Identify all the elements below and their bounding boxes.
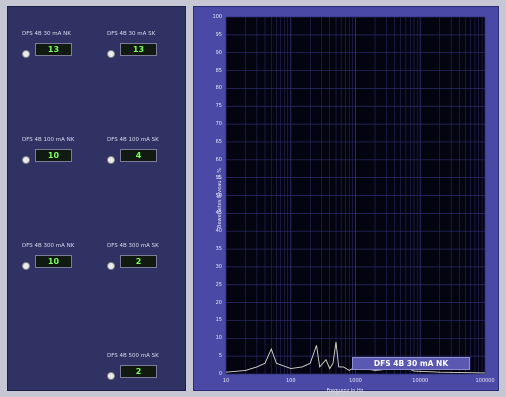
y-tick-label: 50 [215,192,222,199]
display-label: DFS 4B 30 mA SK [107,31,156,37]
y-tick-label: 80 [215,85,222,92]
indicator-led-icon[interactable] [22,262,30,270]
display-label: DFS 4B 100 mA NK [22,137,75,143]
display-label: DFS 4B 300 mA SK [107,243,159,249]
x-tick-label: 100000 [475,378,495,384]
chart-title: DFS 4B 30 mA NK [352,357,470,370]
y-tick-label: 10 [215,335,222,342]
y-tick-label: 70 [215,121,222,128]
value-display: 13 [35,43,72,56]
y-tick-label: 5 [218,353,222,360]
y-tick-label: 90 [215,49,222,56]
value-display: 4 [120,149,157,162]
display-label: DFS 4B 30 mA NK [22,31,71,37]
y-tick-label: 30 [215,263,222,270]
y-tick-label: 65 [215,138,222,145]
display-label: DFS 4B 500 mA SK [107,353,159,359]
x-tick-label: 10000 [412,378,429,384]
y-tick-label: 25 [215,281,222,288]
indicator-led-icon[interactable] [107,262,115,270]
y-tick-label: 0 [218,371,222,377]
y-tick-label: 40 [215,228,222,235]
y-tick-label: 20 [215,299,222,306]
y-tick-label: 100 [212,14,222,20]
y-tick-label: 60 [215,156,222,163]
y-tick-label: 75 [215,103,222,110]
display-label: DFS 4B 300 mA NK [22,243,75,249]
indicator-led-icon[interactable] [107,50,115,58]
indicator-led-icon[interactable] [107,372,115,380]
x-axis-label: Frequenz in Hz [326,388,364,394]
y-tick-label: 85 [215,67,222,74]
y-axis-label: Bewertetes Niveau in % [217,168,223,228]
y-tick-label: 45 [215,210,222,217]
y-tick-label: 15 [215,317,222,324]
y-tick-label: 95 [215,31,222,38]
indicator-led-icon[interactable] [22,50,30,58]
x-tick-label: 10 [222,378,230,384]
value-display: 13 [120,43,157,56]
value-display: 10 [35,255,72,268]
x-tick-label: 100 [285,378,296,384]
display-label: DFS 4B 100 mA SK [107,137,159,143]
indicator-led-icon[interactable] [22,156,30,164]
x-tick-label: 1000 [349,378,362,384]
display-panel: DFS 4B 30 mA NK 13 DFS 4B 30 mA SK 13 DF… [7,6,186,391]
value-display: 2 [120,255,157,268]
indicator-led-icon[interactable] [107,156,115,164]
y-tick-label: 35 [215,246,222,253]
value-display: 10 [35,149,72,162]
y-tick-label: 55 [215,174,222,181]
value-display: 2 [120,365,157,378]
